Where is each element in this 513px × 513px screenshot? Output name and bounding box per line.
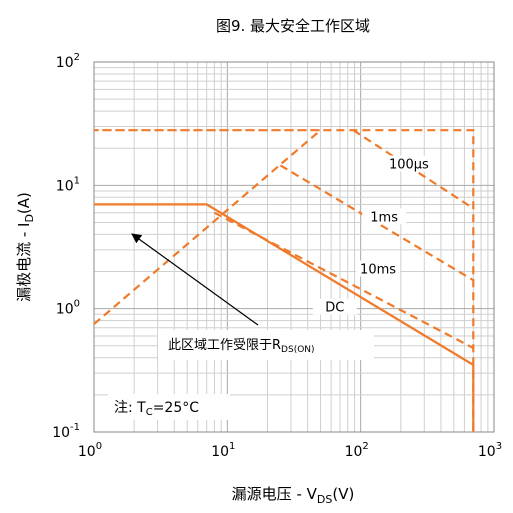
y-tick-label: 10-1 [52, 422, 80, 441]
x-tick-label: 102 [345, 441, 369, 460]
x-tick-label: 100 [78, 441, 102, 460]
x-tick-label: 103 [478, 441, 502, 460]
curve-label-bg [386, 155, 431, 172]
region-label-box [158, 330, 374, 360]
y-tick-label: 102 [56, 52, 80, 71]
x-tick-label: 101 [211, 441, 235, 460]
curve-label-bg [356, 260, 401, 277]
region-label-sub: DS(ON) [281, 345, 314, 355]
note-sub: C [146, 407, 153, 418]
plot-grid [93, 62, 494, 433]
plot-frame [93, 61, 495, 433]
series-layer [93, 129, 475, 432]
y-tick-label: 100 [56, 299, 80, 318]
series-line-limit-4 [93, 129, 475, 432]
region-arrow [131, 233, 259, 326]
curve-labels: 100μs 1ms 10ms DC [312, 155, 431, 316]
curve-label: 100μs [389, 158, 429, 173]
curve-label: 10ms [360, 263, 396, 278]
note-box [108, 394, 230, 420]
x-axis-label: 漏源电压 - VDS(V) [232, 485, 355, 506]
chart-title: 图9. 最大安全工作区域 [216, 17, 370, 35]
note-tail: =25°C [153, 400, 200, 416]
note-main: 注: T [114, 400, 146, 416]
y-axis-label: 漏极电流 - ID(A) [15, 192, 36, 302]
curve-label-bg [362, 208, 407, 225]
y-tick-label: 101 [56, 175, 80, 194]
region-label-main: 此区域工作受限于R [168, 338, 281, 353]
curve-label: 1ms [370, 210, 398, 225]
curve-label-bg [312, 298, 357, 315]
note-label: 注: TC=25°C [114, 400, 199, 418]
series-line-1ms [279, 164, 474, 282]
curve-label: DC [325, 301, 344, 316]
series-line-10ms [213, 211, 474, 349]
region-label: 此区域工作受限于RDS(ON) [168, 338, 315, 355]
